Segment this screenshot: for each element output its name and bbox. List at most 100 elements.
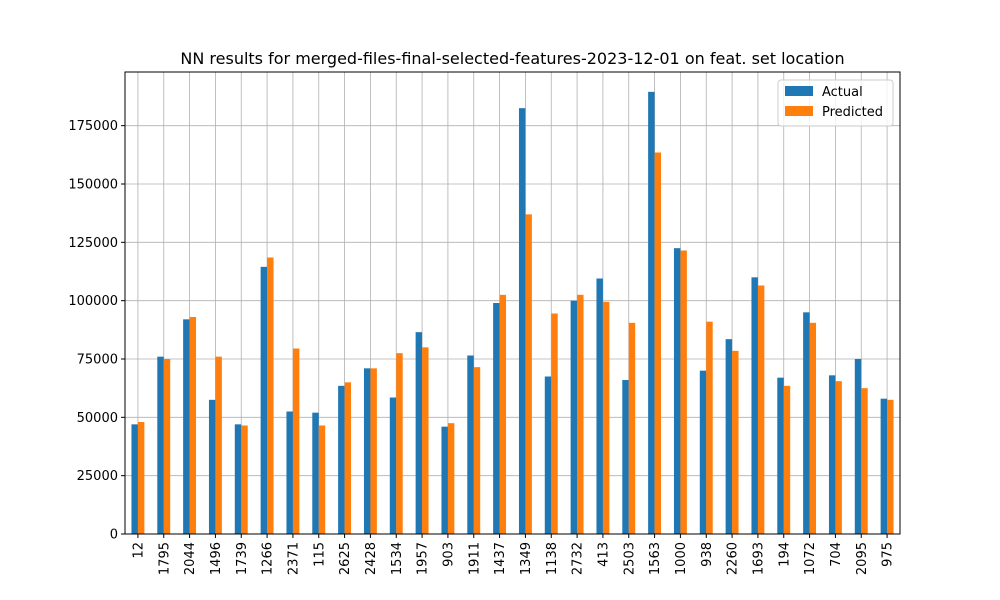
bar-actual-704 bbox=[828, 375, 836, 534]
bar-actual-413 bbox=[596, 278, 603, 534]
bar-actual-115 bbox=[312, 412, 319, 534]
x-tick-label: 1496 bbox=[209, 542, 224, 575]
y-tick-label: 125000 bbox=[68, 236, 118, 251]
bar-actual-1437 bbox=[493, 303, 500, 534]
x-tick-label: 1534 bbox=[390, 542, 405, 575]
bar-predicted-2371 bbox=[292, 348, 300, 534]
bar-actual-975 bbox=[880, 398, 888, 534]
x-tick-label: 115 bbox=[312, 542, 327, 567]
x-tick-label: 1072 bbox=[803, 542, 818, 575]
x-tick-label: 194 bbox=[777, 542, 792, 567]
y-tick-label: 75000 bbox=[77, 353, 118, 368]
x-tick-label: 2371 bbox=[286, 542, 301, 575]
bar-actual-1534 bbox=[389, 397, 397, 534]
bar-actual-2371 bbox=[286, 411, 293, 534]
x-tick-label: 2095 bbox=[855, 542, 870, 575]
x-tick-label: 1138 bbox=[545, 542, 560, 575]
bar-predicted-1739 bbox=[241, 425, 248, 534]
x-tick-label: 1266 bbox=[261, 542, 276, 575]
bar-predicted-1266 bbox=[267, 257, 274, 534]
legend-label-actual: Actual bbox=[822, 85, 863, 100]
bar-actual-1266 bbox=[260, 266, 268, 534]
y-tick-label: 25000 bbox=[77, 469, 118, 484]
bar-predicted-2503 bbox=[628, 322, 636, 534]
bar-predicted-2625 bbox=[344, 382, 352, 534]
legend-label-predicted: Predicted bbox=[822, 105, 883, 120]
bar-predicted-1563 bbox=[654, 152, 662, 534]
bar-actual-2095 bbox=[854, 359, 862, 534]
bar-predicted-1795 bbox=[163, 359, 171, 534]
bar-actual-2625 bbox=[338, 385, 345, 534]
bar-predicted-12 bbox=[137, 422, 145, 534]
bar-actual-2428 bbox=[363, 368, 371, 534]
bar-actual-2503 bbox=[622, 380, 629, 534]
bar-actual-2260 bbox=[725, 339, 733, 534]
bar-predicted-2095 bbox=[861, 388, 868, 534]
x-tick-label: 1957 bbox=[416, 542, 431, 575]
x-tick-label: 1437 bbox=[493, 542, 508, 575]
bar-actual-2044 bbox=[183, 319, 190, 534]
bar-predicted-1072 bbox=[809, 322, 817, 534]
bar-actual-2732 bbox=[570, 300, 578, 534]
bar-actual-194 bbox=[777, 377, 784, 534]
bar-predicted-1000 bbox=[680, 250, 687, 534]
legend: Actual Predicted bbox=[777, 79, 894, 127]
bar-predicted-1693 bbox=[757, 285, 765, 534]
y-tick-label: 175000 bbox=[68, 119, 118, 134]
bar-predicted-194 bbox=[783, 385, 791, 534]
bar-predicted-2260 bbox=[732, 350, 739, 534]
bar-actual-1496 bbox=[208, 399, 216, 534]
bar-actual-1739 bbox=[234, 424, 242, 534]
bar-predicted-2428 bbox=[370, 368, 377, 534]
legend-swatch-predicted bbox=[785, 106, 813, 116]
bar-predicted-1534 bbox=[396, 353, 403, 534]
bar-predicted-704 bbox=[835, 381, 842, 534]
x-tick-label: 1739 bbox=[235, 542, 250, 575]
bar-predicted-1911 bbox=[473, 367, 481, 534]
bar-predicted-938 bbox=[706, 321, 713, 534]
x-tick-label: 1693 bbox=[751, 542, 766, 575]
bar-actual-1795 bbox=[157, 356, 164, 534]
bar-predicted-975 bbox=[887, 399, 894, 534]
bar-actual-1138 bbox=[544, 376, 552, 534]
x-tick-label: 903 bbox=[441, 542, 456, 567]
legend-swatch-actual bbox=[785, 86, 813, 96]
bar-predicted-413 bbox=[602, 301, 610, 534]
x-tick-label: 704 bbox=[829, 542, 844, 567]
x-tick-label: 975 bbox=[881, 542, 896, 567]
x-tick-label: 12 bbox=[131, 542, 146, 559]
x-tick-label: 413 bbox=[596, 542, 611, 567]
chart-title: NN results for merged-files-final-select… bbox=[180, 49, 844, 68]
bar-predicted-1349 bbox=[525, 214, 532, 535]
bar-actual-1000 bbox=[673, 248, 681, 534]
bar-predicted-2732 bbox=[577, 294, 584, 534]
bar-actual-1072 bbox=[803, 312, 810, 534]
bar-actual-903 bbox=[441, 426, 448, 534]
y-tick-label: 50000 bbox=[77, 411, 118, 426]
bar-predicted-903 bbox=[447, 423, 455, 534]
bar-predicted-1957 bbox=[422, 347, 429, 534]
x-tick-label: 2503 bbox=[622, 542, 637, 575]
bar-actual-1911 bbox=[467, 355, 474, 534]
x-tick-label: 2428 bbox=[364, 542, 379, 575]
axes: 0 25000 50000 75000 100000 125000 150000 175000… bbox=[68, 119, 895, 575]
bar-actual-1349 bbox=[518, 108, 526, 535]
bar-actual-938 bbox=[699, 370, 707, 534]
y-tick-label: 100000 bbox=[68, 294, 118, 309]
y-tick-label: 0 bbox=[110, 528, 118, 543]
bar-actual-12 bbox=[131, 424, 138, 534]
bars bbox=[131, 91, 894, 535]
bar-actual-1693 bbox=[751, 277, 758, 534]
bar-predicted-1496 bbox=[215, 356, 222, 534]
bar-predicted-1437 bbox=[499, 294, 507, 534]
x-tick-label: 1911 bbox=[467, 542, 482, 575]
bar-predicted-1138 bbox=[551, 313, 558, 534]
x-tick-label: 1795 bbox=[157, 542, 172, 575]
bar-predicted-115 bbox=[318, 425, 326, 534]
x-tick-label: 938 bbox=[700, 542, 715, 567]
bar-actual-1957 bbox=[415, 332, 423, 534]
x-tick-label: 2625 bbox=[338, 542, 353, 575]
bar-actual-1563 bbox=[648, 91, 655, 534]
x-tick-label: 2044 bbox=[183, 542, 198, 575]
